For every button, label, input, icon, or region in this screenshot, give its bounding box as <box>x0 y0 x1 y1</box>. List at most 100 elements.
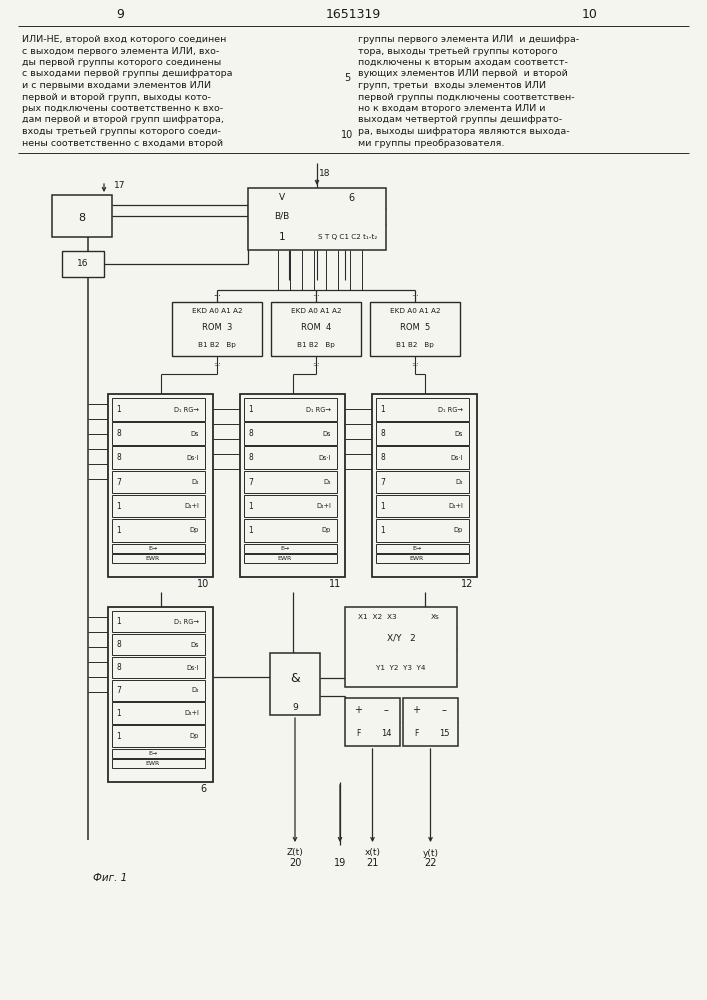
Text: 8: 8 <box>380 429 385 438</box>
Text: с выходом первого элемента ИЛИ, вхо-: с выходом первого элемента ИЛИ, вхо- <box>22 46 219 55</box>
Text: 6: 6 <box>200 784 206 794</box>
Bar <box>345 607 457 687</box>
Text: ROM  5: ROM 5 <box>400 324 430 332</box>
Text: D₁ RG→: D₁ RG→ <box>174 407 199 413</box>
Text: 1: 1 <box>249 502 253 511</box>
Text: D₄+l: D₄+l <box>316 503 331 509</box>
Text: 1: 1 <box>380 405 385 414</box>
Text: EKD A0 A1 A2: EKD A0 A1 A2 <box>291 308 341 314</box>
Text: выходам четвертой группы дешифрато-: выходам четвертой группы дешифрато- <box>358 115 562 124</box>
Text: Ds·l: Ds·l <box>187 455 199 461</box>
Text: 9: 9 <box>116 8 124 21</box>
Text: ...: ... <box>213 358 221 366</box>
Text: подключены к вторым аходам соответст-: подключены к вторым аходам соответст- <box>358 58 568 67</box>
Bar <box>248 188 386 250</box>
Text: 1: 1 <box>117 617 122 626</box>
Text: D₄: D₄ <box>192 687 199 693</box>
Text: ...: ... <box>312 290 320 298</box>
Text: ...: ... <box>213 290 221 298</box>
Text: EKD A0 A1 A2: EKD A0 A1 A2 <box>192 308 243 314</box>
Bar <box>244 422 337 445</box>
Text: –: – <box>384 705 388 715</box>
Text: D₁ RG→: D₁ RG→ <box>174 619 199 625</box>
Text: Xs: Xs <box>431 614 439 620</box>
Bar <box>376 398 469 421</box>
Text: тора, выходы третьей группы которого: тора, выходы третьей группы которого <box>358 46 558 55</box>
Text: ды первой группы которого соединены: ды первой группы которого соединены <box>22 58 221 67</box>
Bar <box>244 446 337 469</box>
Text: EWR: EWR <box>146 556 160 561</box>
Bar <box>244 544 337 553</box>
Text: 7: 7 <box>380 478 385 487</box>
Bar <box>112 422 205 445</box>
Text: D₄: D₄ <box>192 479 199 485</box>
Bar <box>112 657 205 678</box>
Text: ...: ... <box>411 360 419 368</box>
Text: Dp: Dp <box>454 527 463 533</box>
Text: групп, третьи  входы элементов ИЛИ: групп, третьи входы элементов ИЛИ <box>358 81 546 90</box>
Text: ...: ... <box>213 290 221 298</box>
Text: 8: 8 <box>249 453 253 462</box>
Text: D₄: D₄ <box>324 479 331 485</box>
Text: 9: 9 <box>292 702 298 712</box>
Bar <box>345 698 400 746</box>
Text: 10: 10 <box>341 130 353 140</box>
Text: 21: 21 <box>366 858 379 868</box>
Bar <box>244 398 337 421</box>
Bar <box>112 554 205 563</box>
Text: 16: 16 <box>77 259 89 268</box>
Text: но к входам второго элемента ИЛИ и: но к входам второго элемента ИЛИ и <box>358 104 546 113</box>
Text: F: F <box>414 730 418 738</box>
Text: ...: ... <box>411 290 419 298</box>
Bar <box>112 544 205 553</box>
Text: 14: 14 <box>381 730 391 738</box>
Text: ...: ... <box>312 358 320 366</box>
Text: с выходами первой группы дешифратора: с выходами первой группы дешифратора <box>22 70 233 79</box>
Text: y(t): y(t) <box>423 848 438 857</box>
Text: –: – <box>442 705 446 715</box>
Bar <box>112 749 205 758</box>
Bar <box>376 554 469 563</box>
Text: 20: 20 <box>289 858 301 868</box>
Text: 7: 7 <box>117 478 122 487</box>
Text: D₄+l: D₄+l <box>184 503 199 509</box>
Bar <box>112 702 205 724</box>
Text: S T Q C1 C2 t₁-t₂: S T Q C1 C2 t₁-t₂ <box>318 234 378 240</box>
Text: EWR: EWR <box>277 556 291 561</box>
Text: EWR: EWR <box>409 556 423 561</box>
Text: Z(t): Z(t) <box>286 848 303 857</box>
Bar <box>370 302 460 356</box>
Text: X/Y   2: X/Y 2 <box>387 634 416 643</box>
Text: входы третьей группы которого соеди-: входы третьей группы которого соеди- <box>22 127 221 136</box>
Text: 15: 15 <box>439 730 449 738</box>
Bar <box>112 495 205 517</box>
Text: Ds: Ds <box>190 642 199 648</box>
Text: E→: E→ <box>280 546 289 551</box>
Text: X1  X2  X3: X1 X2 X3 <box>358 614 397 620</box>
Text: ...: ... <box>214 360 221 368</box>
Text: 18: 18 <box>320 168 331 178</box>
Bar <box>112 398 205 421</box>
Text: 5: 5 <box>344 73 350 83</box>
Text: 8: 8 <box>117 453 122 462</box>
Text: 8: 8 <box>78 213 86 223</box>
Text: нены соответственно с входами второй: нены соответственно с входами второй <box>22 138 223 147</box>
Bar <box>376 544 469 553</box>
Text: и с первыми входами элементов ИЛИ: и с первыми входами элементов ИЛИ <box>22 81 211 90</box>
Bar <box>112 680 205 701</box>
Text: Ds: Ds <box>190 431 199 437</box>
Bar <box>372 394 477 577</box>
Text: ми группы преобразователя.: ми группы преобразователя. <box>358 138 504 147</box>
Bar <box>108 607 213 782</box>
Bar <box>376 422 469 445</box>
Bar <box>112 446 205 469</box>
Text: 1: 1 <box>117 405 122 414</box>
Text: 10: 10 <box>197 579 209 589</box>
Text: x(t): x(t) <box>365 848 380 857</box>
Text: EWR: EWR <box>146 761 160 766</box>
Bar <box>244 471 337 493</box>
Text: 7: 7 <box>117 686 122 695</box>
Text: В/В: В/В <box>274 212 290 221</box>
Bar <box>112 634 205 655</box>
Text: 8: 8 <box>117 663 122 672</box>
